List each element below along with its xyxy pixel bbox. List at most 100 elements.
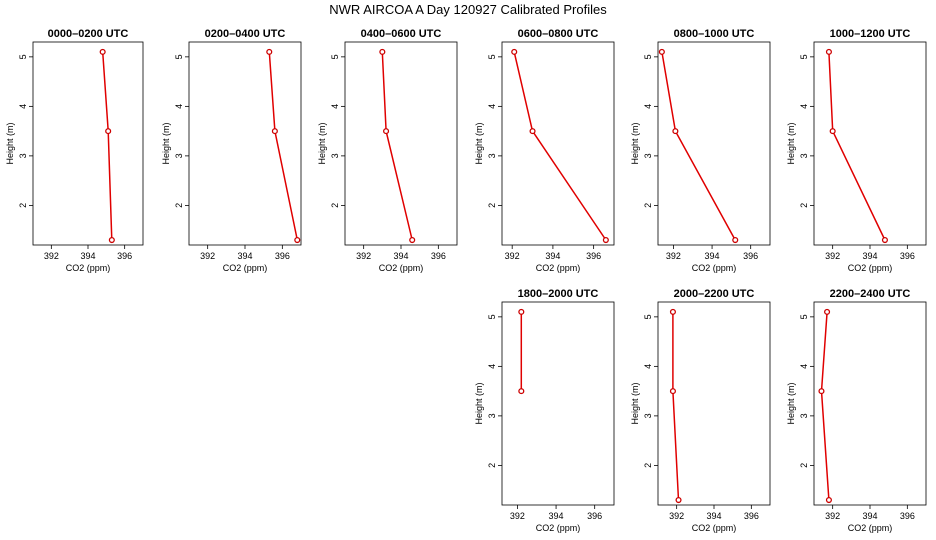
x-tick-label: 394 bbox=[862, 511, 877, 521]
x-tick-label: 392 bbox=[200, 251, 215, 261]
y-tick-label: 5 bbox=[174, 54, 184, 59]
y-tick-label: 2 bbox=[643, 203, 653, 208]
x-tick-label: 396 bbox=[431, 251, 446, 261]
data-point bbox=[602, 236, 609, 244]
x-axis-label: CO2 (ppm) bbox=[848, 263, 893, 273]
y-tick-label: 2 bbox=[487, 203, 497, 208]
data-point bbox=[518, 388, 525, 395]
profile-line bbox=[828, 51, 886, 241]
x-tick-label: 394 bbox=[549, 511, 564, 521]
data-point bbox=[294, 236, 301, 244]
y-tick-label: 5 bbox=[643, 314, 653, 319]
y-tick-label: 4 bbox=[330, 104, 340, 109]
y-tick-label: 2 bbox=[643, 463, 653, 468]
x-axis-label: CO2 (ppm) bbox=[692, 263, 737, 273]
y-tick-label: 5 bbox=[18, 54, 28, 59]
panel-5: 0800–1000 UTC 392 394 396 2 3 4 5 CO2 (ppm) Heigh… bbox=[630, 28, 771, 273]
x-tick-label: 396 bbox=[900, 511, 915, 521]
data-point bbox=[105, 128, 112, 135]
y-tick-label: 4 bbox=[487, 104, 497, 109]
data-point bbox=[99, 48, 106, 55]
data-point bbox=[511, 48, 518, 55]
y-tick-label: 5 bbox=[643, 54, 653, 59]
profile-line bbox=[513, 51, 607, 241]
y-tick-label: 3 bbox=[18, 153, 28, 158]
profile-line bbox=[672, 311, 680, 501]
data-point bbox=[829, 128, 836, 135]
panel-title: 0800–1000 UTC bbox=[674, 28, 755, 40]
y-axis-label: Height (m) bbox=[5, 122, 15, 164]
y-axis-label: Height (m) bbox=[630, 382, 640, 424]
y-tick-label: 5 bbox=[487, 314, 497, 319]
y-tick-label: 5 bbox=[330, 54, 340, 59]
x-tick-label: 392 bbox=[510, 511, 525, 521]
panel-8: 2000–2200 UTC 392 394 396 2 3 4 5 CO2 (ppm) Heigh… bbox=[630, 288, 771, 533]
data-point bbox=[383, 128, 390, 135]
x-tick-label: 394 bbox=[706, 511, 721, 521]
x-tick-label: 394 bbox=[705, 251, 720, 261]
data-point bbox=[669, 308, 676, 315]
x-tick-label: 394 bbox=[237, 251, 252, 261]
x-tick-label: 396 bbox=[744, 511, 759, 521]
y-tick-label: 2 bbox=[18, 203, 28, 208]
y-axis-label: Height (m) bbox=[786, 382, 796, 424]
data-point bbox=[825, 496, 832, 504]
y-tick-label: 4 bbox=[643, 364, 653, 369]
panel-title: 0600–0800 UTC bbox=[518, 28, 599, 40]
y-axis-label: Height (m) bbox=[474, 122, 484, 164]
data-point bbox=[732, 236, 739, 244]
x-axis-label: CO2 (ppm) bbox=[536, 523, 581, 533]
data-point bbox=[675, 496, 682, 504]
x-tick-label: 392 bbox=[44, 251, 59, 261]
y-tick-label: 4 bbox=[18, 104, 28, 109]
x-tick-label: 392 bbox=[669, 511, 684, 521]
x-tick-label: 394 bbox=[862, 251, 877, 261]
y-tick-label: 3 bbox=[487, 153, 497, 158]
panel-6: 1000–1200 UTC 392 394 396 2 3 4 5 CO2 (ppm) Heigh… bbox=[786, 28, 927, 273]
data-point bbox=[518, 308, 525, 315]
data-point bbox=[379, 48, 386, 55]
y-axis-label: Height (m) bbox=[161, 122, 171, 164]
y-tick-label: 5 bbox=[799, 54, 809, 59]
data-point bbox=[818, 388, 825, 395]
y-tick-label: 4 bbox=[799, 104, 809, 109]
x-tick-label: 394 bbox=[545, 251, 560, 261]
x-axis-label: CO2 (ppm) bbox=[66, 263, 111, 273]
x-tick-label: 392 bbox=[825, 251, 840, 261]
y-tick-label: 2 bbox=[487, 463, 497, 468]
y-tick-label: 3 bbox=[643, 153, 653, 158]
x-tick-label: 396 bbox=[117, 251, 132, 261]
panel-title: 1000–1200 UTC bbox=[830, 28, 911, 40]
x-tick-label: 392 bbox=[666, 251, 681, 261]
y-tick-label: 3 bbox=[330, 153, 340, 158]
panel-9: 2200–2400 UTC 392 394 396 2 3 4 5 CO2 (ppm) Heigh… bbox=[786, 288, 927, 533]
x-tick-label: 396 bbox=[586, 251, 601, 261]
plot-frame bbox=[188, 41, 302, 246]
data-point bbox=[108, 236, 115, 244]
data-point bbox=[672, 128, 679, 135]
panel-4: 0600–0800 UTC 392 394 396 2 3 4 5 CO2 (ppm) Heigh… bbox=[474, 28, 615, 273]
panel-3: 0400–0600 UTC 392 394 396 2 3 4 5 CO2 (ppm) Heigh… bbox=[317, 28, 458, 273]
y-tick-label: 5 bbox=[487, 54, 497, 59]
y-tick-label: 3 bbox=[799, 413, 809, 418]
data-point bbox=[529, 128, 536, 135]
x-axis-label: CO2 (ppm) bbox=[848, 523, 893, 533]
y-tick-label: 4 bbox=[799, 364, 809, 369]
data-point bbox=[409, 236, 416, 244]
profile-line bbox=[381, 51, 413, 241]
plot-frame bbox=[657, 301, 771, 506]
y-tick-label: 2 bbox=[799, 463, 809, 468]
panel-7: 1800–2000 UTC 392 394 396 2 3 4 5 CO2 (ppm) Heigh… bbox=[474, 288, 615, 533]
y-axis-label: Height (m) bbox=[317, 122, 327, 164]
x-axis-label: CO2 (ppm) bbox=[223, 263, 268, 273]
x-tick-label: 394 bbox=[80, 251, 95, 261]
x-tick-label: 396 bbox=[275, 251, 290, 261]
data-point bbox=[881, 236, 888, 244]
plot-frame bbox=[813, 41, 927, 246]
x-tick-label: 392 bbox=[505, 251, 520, 261]
data-point bbox=[669, 388, 676, 395]
profile-line bbox=[820, 311, 830, 501]
y-tick-label: 3 bbox=[174, 153, 184, 158]
y-tick-label: 3 bbox=[643, 413, 653, 418]
